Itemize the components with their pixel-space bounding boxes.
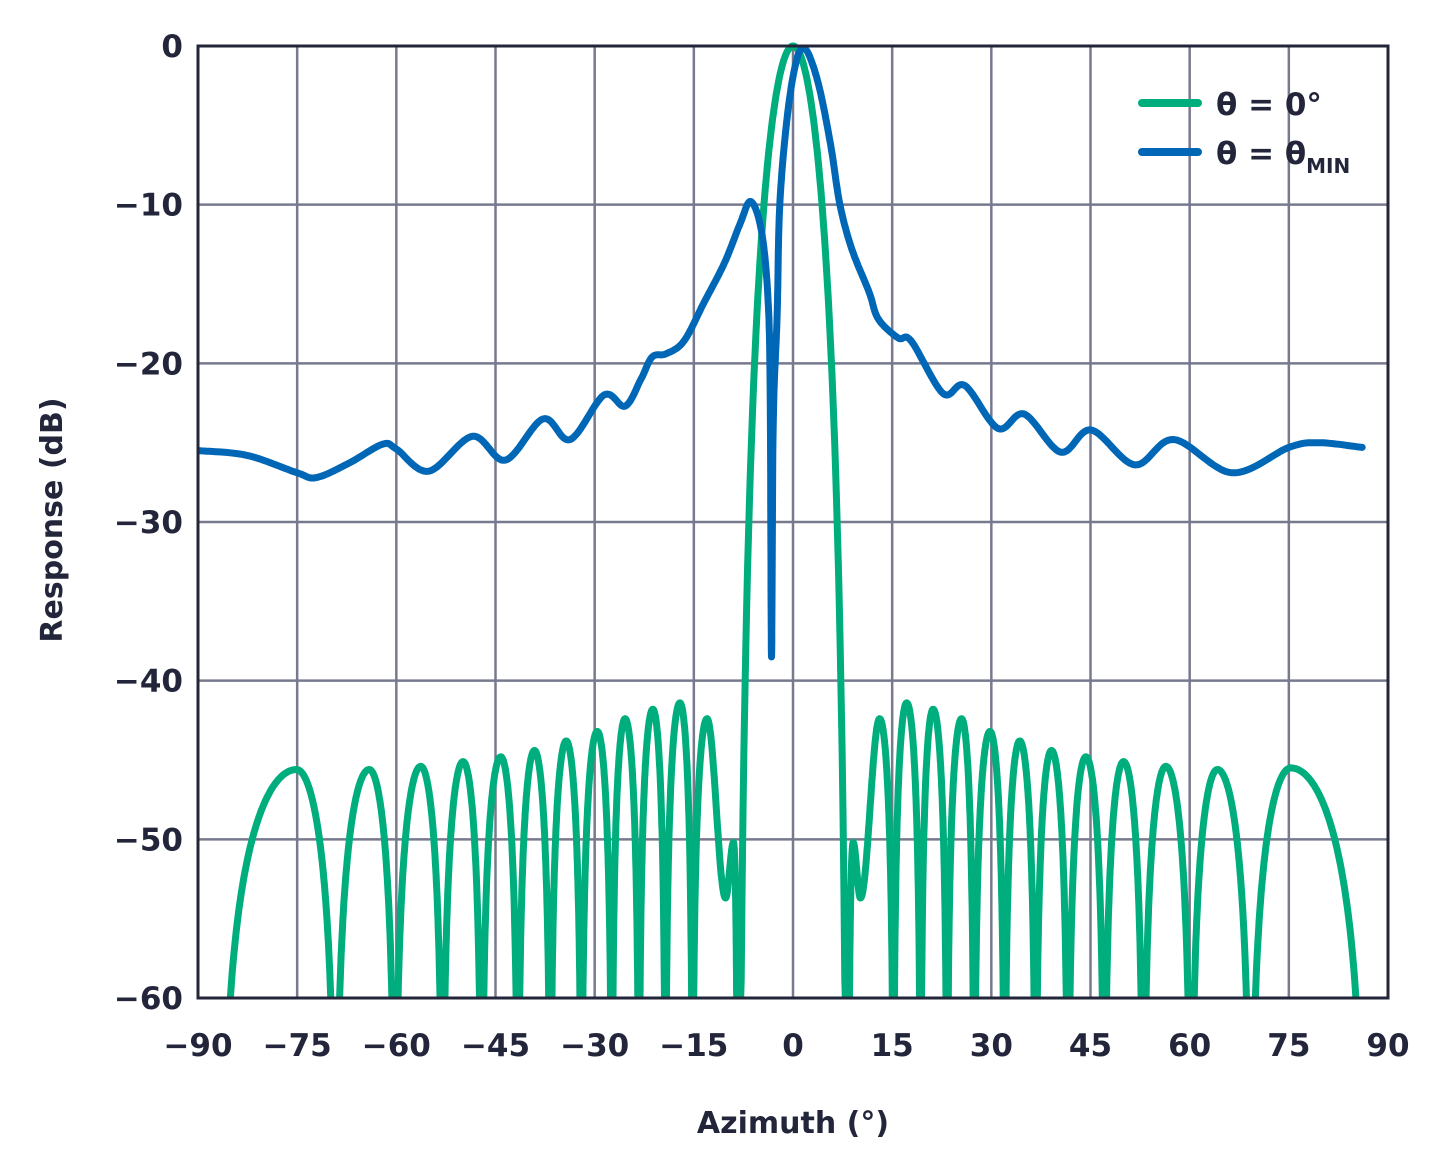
y-tick-label: −50 bbox=[114, 822, 183, 858]
y-tick-label: −10 bbox=[114, 188, 183, 224]
y-tick-label: −40 bbox=[114, 664, 183, 700]
y-tick-label: −20 bbox=[114, 346, 183, 382]
x-tick-label: −90 bbox=[163, 1028, 232, 1064]
x-tick-label: 45 bbox=[1069, 1028, 1112, 1064]
y-tick-labels: 0 −10 −20 −30 −40 −50 −60 bbox=[114, 29, 183, 1017]
x-tick-labels: −90 −75 −60 −45 −30 −15 0 15 30 45 60 75 90 bbox=[163, 1028, 1409, 1064]
grid-lines bbox=[196, 44, 1390, 1000]
y-tick-label: −60 bbox=[114, 981, 183, 1017]
x-tick-label: 0 bbox=[782, 1028, 804, 1064]
legend: θ = 0° θ = θMIN bbox=[1138, 87, 1350, 178]
x-tick-label: −45 bbox=[461, 1028, 530, 1064]
series-line-theta-min bbox=[198, 45, 1366, 661]
x-tick-label: −75 bbox=[263, 1028, 332, 1064]
x-tick-label: −60 bbox=[362, 1028, 431, 1064]
x-tick-label: 90 bbox=[1366, 1028, 1409, 1064]
x-tick-label: 15 bbox=[871, 1028, 914, 1064]
y-tick-label: −30 bbox=[114, 505, 183, 541]
legend-label-theta-min: θ = θMIN bbox=[1216, 136, 1350, 178]
x-tick-label: 60 bbox=[1168, 1028, 1211, 1064]
x-axis-label: Azimuth (°) bbox=[697, 1106, 889, 1141]
legend-label-theta-0: θ = 0° bbox=[1216, 87, 1322, 123]
y-axis-label: Response (dB) bbox=[35, 397, 70, 642]
y-tick-label: 0 bbox=[161, 29, 183, 65]
x-tick-label: 30 bbox=[970, 1028, 1013, 1064]
plot-frame bbox=[196, 44, 1390, 1000]
x-tick-label: −30 bbox=[560, 1028, 629, 1064]
x-tick-label: −15 bbox=[659, 1028, 728, 1064]
x-tick-label: 75 bbox=[1267, 1028, 1310, 1064]
